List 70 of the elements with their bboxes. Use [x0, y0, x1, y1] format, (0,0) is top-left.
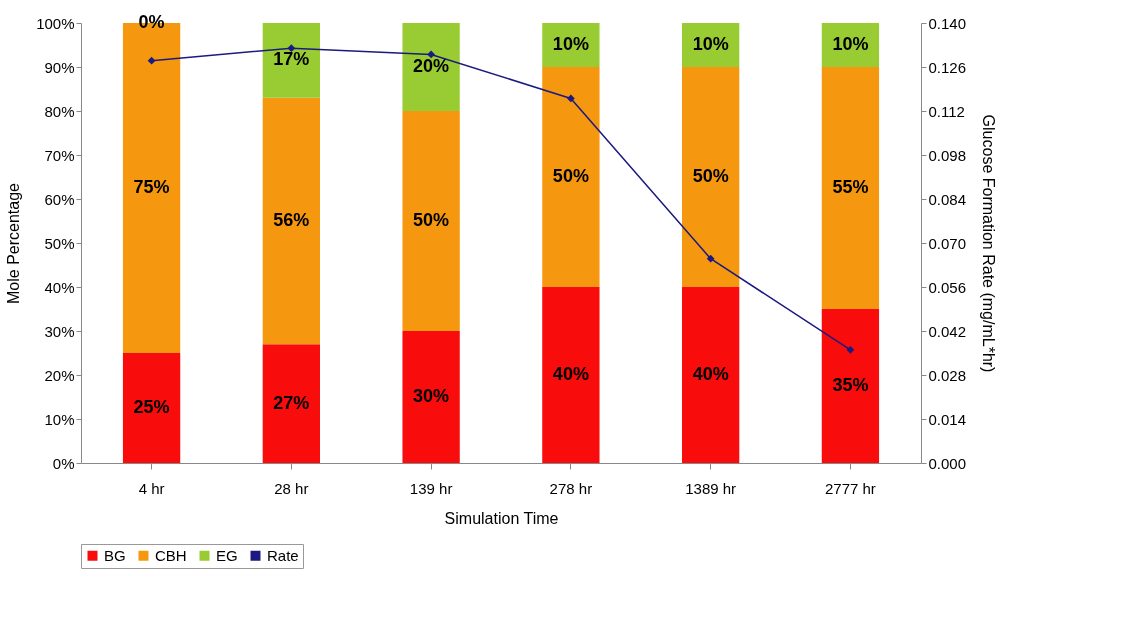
bar	[122, 353, 181, 463]
bar	[262, 344, 320, 463]
data-label: 35%	[832, 375, 869, 395]
y-axis-title: Mole Percentage	[5, 182, 23, 304]
bar	[542, 287, 600, 463]
data-label: 75%	[133, 177, 170, 197]
x-axis-title: Simulation Time	[444, 509, 559, 527]
y-tick-label: 50%	[44, 234, 75, 252]
data-label: 27%	[273, 392, 310, 413]
bar	[682, 287, 740, 463]
y2-tick-label: 0.028	[928, 366, 967, 384]
y-tick-label: 10%	[44, 410, 75, 428]
point	[846, 345, 855, 354]
x-tick-label: 2777 hr	[824, 479, 876, 497]
y-tick-label: 20%	[44, 366, 75, 384]
y2-tick-label: 0.070	[928, 234, 967, 252]
y2-tick-label: 0.112	[928, 102, 965, 120]
y-tick-label: 100%	[36, 14, 75, 32]
data-label: 40%	[692, 364, 729, 384]
y-tick-label: 90%	[44, 58, 75, 76]
y2-tick-label: 0.098	[928, 146, 967, 164]
bar	[402, 331, 460, 463]
data-label: 10%	[832, 34, 869, 54]
bar	[262, 23, 320, 98]
bar	[821, 309, 880, 463]
data-label: 40%	[552, 364, 589, 384]
data-label: 10%	[552, 34, 589, 54]
data-label: 30%	[413, 386, 450, 406]
data-label: 20%	[413, 56, 450, 76]
bar	[682, 67, 740, 287]
bar	[402, 111, 460, 331]
data-label: 25%	[133, 397, 170, 417]
x-tick-label: 139 hr	[409, 479, 453, 497]
y2-axis-title: Glucose Formation Rate (mg/mL*hr)	[980, 114, 998, 373]
x-tick-label: 278 hr	[549, 479, 593, 497]
x-tick-label: 1389 hr	[685, 479, 737, 497]
data-label: 50%	[692, 166, 729, 186]
y-tick-label: 0%	[52, 454, 75, 472]
y-tick-label: 30%	[44, 322, 75, 340]
legend-label: BG	[104, 546, 126, 564]
legend-label: CBH	[155, 546, 187, 564]
y2-tick-label: 0.014	[928, 410, 967, 428]
legend-label: EG	[216, 546, 238, 564]
point	[706, 254, 715, 263]
y2-tick-label: 0.140	[928, 14, 967, 32]
data-label: 55%	[832, 177, 869, 197]
legend-label: Rate	[267, 546, 299, 564]
y-tick-label: 40%	[44, 278, 75, 296]
point	[427, 50, 435, 59]
y2-tick-label: 0.084	[928, 190, 967, 208]
y-tick-label: 70%	[44, 146, 75, 164]
x-tick-label: 4 hr	[138, 479, 165, 497]
point	[147, 56, 156, 65]
data-label: 10%	[692, 34, 729, 54]
y2-tick-label: 0.056	[928, 278, 967, 296]
y-tick-label: 80%	[44, 102, 75, 120]
data-label: 50%	[413, 210, 450, 230]
data-label: 50%	[552, 166, 589, 186]
bar	[821, 67, 880, 309]
data-label: 17%	[273, 49, 310, 70]
y-tick-label: 60%	[44, 190, 75, 208]
data-label: 56%	[273, 210, 310, 230]
bar	[262, 97, 320, 345]
bar	[402, 23, 460, 111]
point	[567, 94, 575, 103]
y2-tick-label: 0.042	[928, 322, 967, 340]
y2-tick-label: 0.126	[928, 58, 967, 76]
bar	[542, 67, 600, 287]
x-tick-label: 28 hr	[274, 479, 309, 497]
y2-tick-label: 0.000	[928, 454, 967, 472]
